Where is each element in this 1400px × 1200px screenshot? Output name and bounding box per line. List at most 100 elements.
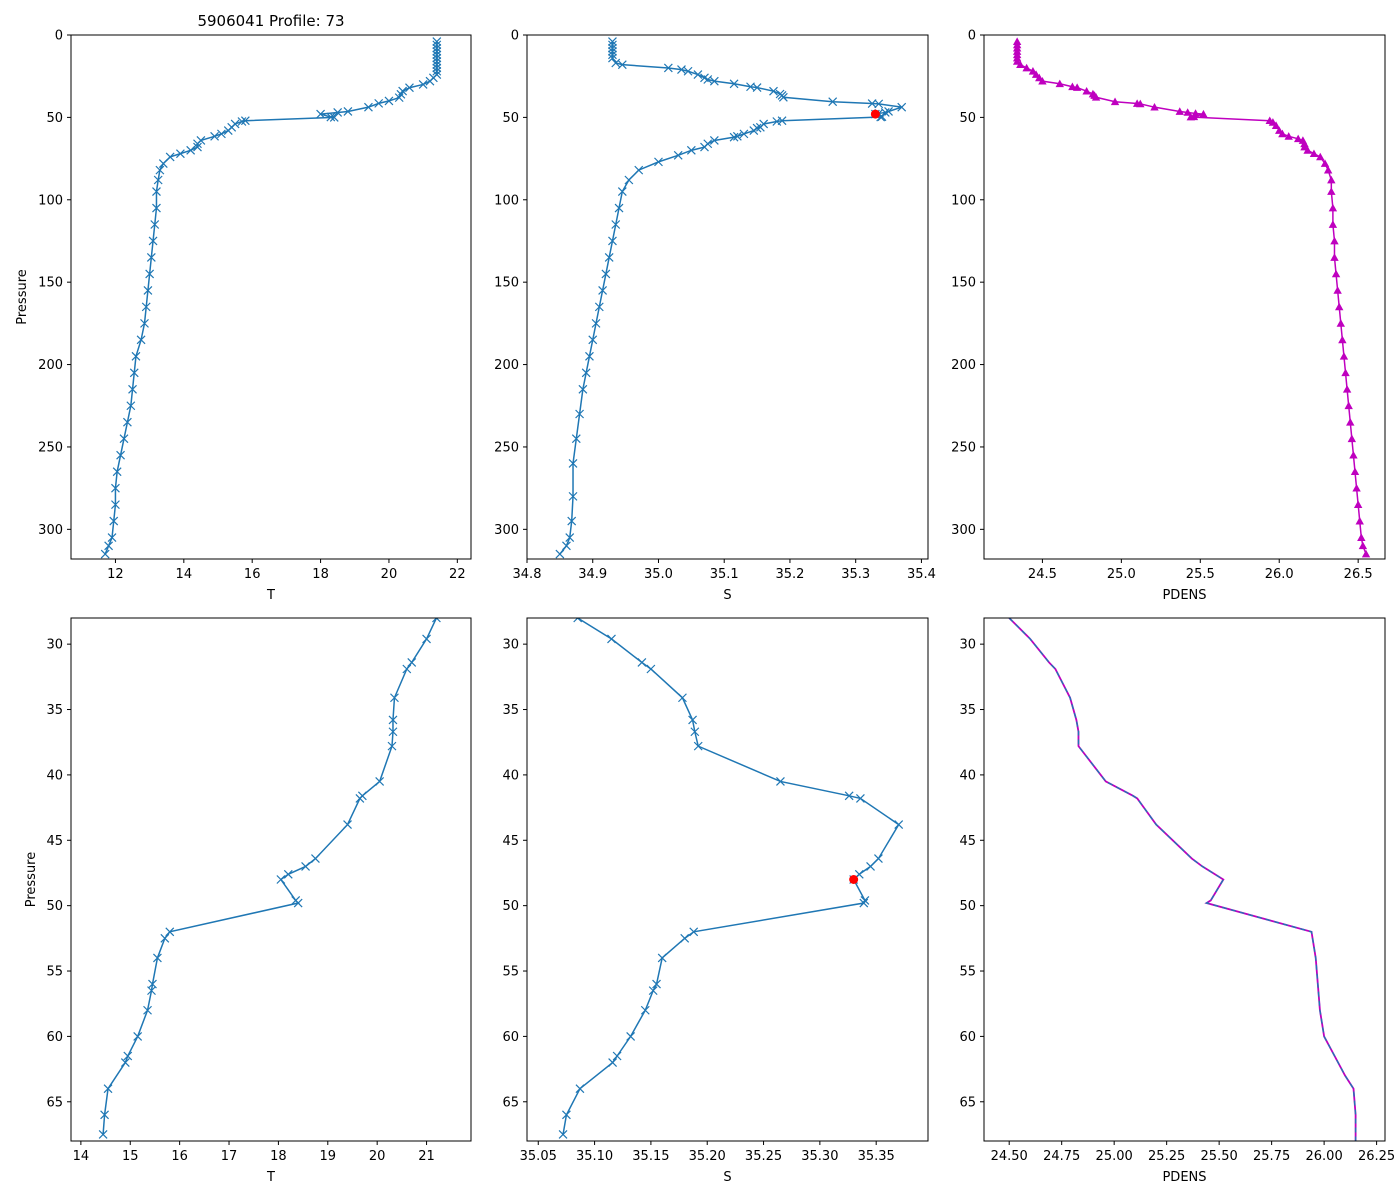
data-point-marker bbox=[778, 92, 788, 102]
x-axis-label: S bbox=[723, 1170, 731, 1185]
data-point-marker bbox=[894, 820, 904, 830]
x-tick-label: 25.00 bbox=[1096, 1149, 1133, 1164]
data-point-marker bbox=[329, 112, 339, 122]
data-point-marker bbox=[210, 131, 220, 141]
data-point-marker bbox=[293, 898, 303, 908]
data-point-marker bbox=[136, 335, 146, 345]
data-point-marker bbox=[1335, 302, 1344, 311]
data-point-marker bbox=[1327, 175, 1336, 184]
x-tick-label: 25.50 bbox=[1201, 1149, 1238, 1164]
data-point-marker bbox=[388, 715, 398, 725]
data-point-marker bbox=[129, 368, 139, 378]
data-point-marker bbox=[680, 933, 690, 943]
chart-bottom-salinity: 35.05 35.10 35.15 35.20 35.25 35.30 35.35 30 35 4… bbox=[502, 617, 929, 1185]
data-point-marker bbox=[432, 56, 442, 66]
data-point-marker bbox=[874, 854, 883, 864]
y-tick-label: 55 bbox=[959, 965, 976, 980]
data-point-marker bbox=[677, 65, 686, 75]
data-point-marker bbox=[866, 862, 875, 871]
data-point-marker bbox=[612, 1051, 622, 1061]
data-point-marker bbox=[237, 117, 247, 126]
x-axis-label: PDENS bbox=[1162, 588, 1206, 603]
x-tick-label: 18 bbox=[312, 567, 329, 582]
x-tick-label: 35.0 bbox=[644, 567, 673, 582]
data-point-marker bbox=[111, 500, 120, 510]
data-point-marker bbox=[700, 142, 709, 152]
y-tick-label: 60 bbox=[46, 1030, 63, 1045]
data-point-marker bbox=[581, 368, 591, 378]
data-point-marker bbox=[146, 253, 156, 262]
y-tick-label: 50 bbox=[959, 111, 976, 126]
data-point-marker bbox=[867, 99, 877, 108]
data-point-marker bbox=[693, 741, 703, 751]
axes-frame bbox=[526, 34, 929, 560]
data-point-marker bbox=[1072, 83, 1082, 91]
chart-bottom-density: 24.50 24.75 25.00 25.25 25.50 25.75 26.00 26.25… bbox=[959, 617, 1395, 1185]
data-point-marker bbox=[1336, 319, 1345, 327]
data-point-marker bbox=[107, 533, 117, 543]
data-point-marker bbox=[1357, 533, 1366, 541]
x-tick-label: 17 bbox=[221, 1149, 238, 1164]
data-point-marker bbox=[1339, 352, 1349, 360]
y-tick-label: 0 bbox=[55, 29, 63, 44]
data-point-marker bbox=[591, 318, 601, 328]
y-tick-label: 150 bbox=[38, 276, 63, 291]
data-point-marker bbox=[578, 384, 588, 394]
data-point-marker bbox=[608, 37, 617, 47]
data-point-marker bbox=[432, 66, 442, 76]
data-point-marker bbox=[1091, 93, 1101, 101]
data-point-marker bbox=[103, 1084, 113, 1094]
data-point-marker bbox=[1355, 516, 1364, 525]
data-point-marker bbox=[116, 450, 125, 460]
x-tick-label: 26.0 bbox=[1265, 567, 1294, 582]
data-point-marker bbox=[432, 40, 442, 50]
data-point-marker bbox=[678, 693, 687, 703]
data-point-marker bbox=[624, 175, 634, 185]
data-point-marker bbox=[828, 97, 838, 107]
data-point-marker bbox=[1361, 549, 1371, 558]
y-tick-label: 55 bbox=[502, 965, 519, 980]
y-tick-label: 200 bbox=[494, 358, 519, 373]
data-point-marker bbox=[729, 132, 739, 142]
data-point-marker bbox=[1344, 401, 1353, 410]
data-point-marker bbox=[111, 483, 120, 493]
data-point-marker bbox=[276, 875, 286, 884]
data-point-marker bbox=[343, 820, 352, 830]
data-point-marker bbox=[776, 777, 785, 786]
data-point-marker bbox=[355, 794, 365, 803]
axes-frame bbox=[526, 617, 929, 1142]
data-point-marker bbox=[1330, 253, 1339, 261]
data-point-marker bbox=[432, 50, 442, 60]
data-point-marker bbox=[663, 63, 673, 73]
data-point-marker bbox=[1349, 450, 1358, 459]
data-point-marker bbox=[394, 93, 404, 103]
data-point-marker bbox=[109, 516, 119, 526]
data-point-marker bbox=[567, 516, 577, 526]
data-point-marker bbox=[1333, 286, 1342, 294]
data-point-marker bbox=[422, 634, 431, 644]
data-point-marker bbox=[608, 40, 617, 50]
y-tick-label: 300 bbox=[951, 523, 976, 538]
x-tick-label: 25.0 bbox=[1107, 567, 1136, 582]
data-point-marker bbox=[301, 862, 310, 871]
x-tick-label: 35.10 bbox=[576, 1149, 613, 1164]
x-axis-label: S bbox=[723, 588, 731, 603]
data-point-marker bbox=[1341, 368, 1350, 377]
data-point-marker bbox=[432, 60, 442, 70]
data-point-marker bbox=[147, 986, 156, 996]
data-point-marker bbox=[1175, 107, 1184, 115]
series-group bbox=[558, 618, 904, 1139]
data-point-marker bbox=[568, 459, 578, 468]
data-point-marker bbox=[617, 187, 627, 196]
flagged-point bbox=[870, 109, 880, 119]
data-point-marker bbox=[165, 152, 175, 162]
data-point-marker bbox=[1353, 500, 1363, 508]
data-point-marker bbox=[1278, 129, 1287, 138]
data-point-marker bbox=[608, 236, 617, 246]
data-point-marker bbox=[1186, 112, 1196, 121]
data-point-marker bbox=[884, 107, 893, 116]
x-tick-label: 34.8 bbox=[513, 567, 542, 582]
data-point-marker bbox=[855, 794, 865, 803]
data-point-marker bbox=[128, 384, 137, 394]
y-tick-label: 200 bbox=[951, 358, 976, 373]
